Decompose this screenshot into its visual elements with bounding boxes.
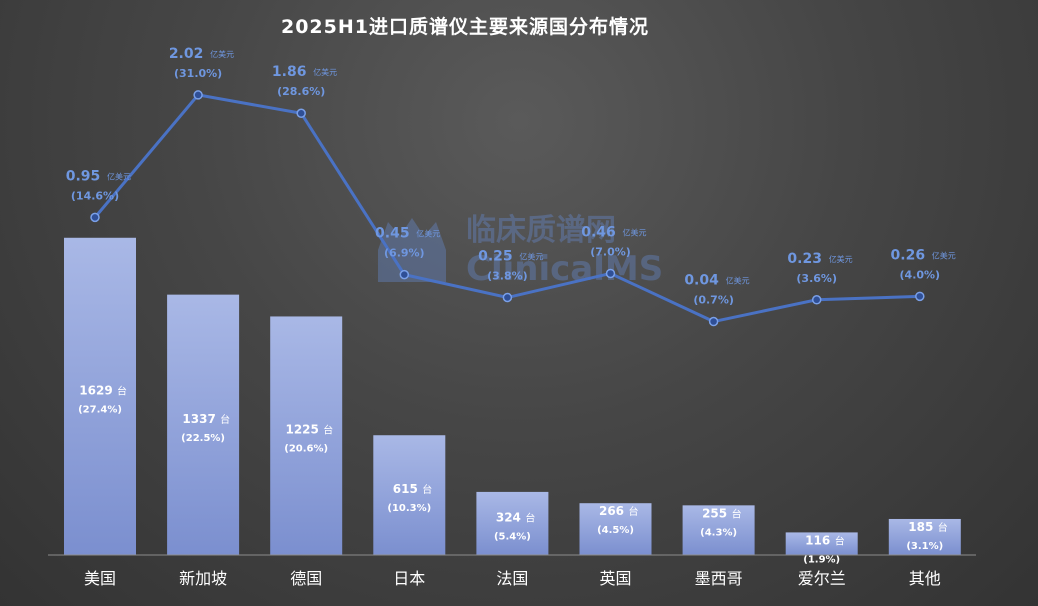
line-percent-label-1: (31.0%) — [174, 67, 222, 80]
x-tick-label-2: 德国 — [290, 569, 322, 588]
bar-unit-label-8: 台 — [938, 521, 948, 534]
line-percent-label-6: (0.7%) — [693, 294, 734, 307]
bar-value-label-1: 1337 — [182, 412, 215, 426]
bar-value-label-4: 324 — [496, 510, 521, 524]
line-point-3 — [399, 269, 410, 280]
bar-5 — [579, 503, 652, 555]
bar-value-label-5: 266 — [599, 504, 624, 518]
line-value-label-6: 0.04 — [684, 273, 719, 289]
bars-layer: 1629 台 (27.4%) 1337 台 (22.5%) 1225 台 (20.6%) 615 台… — [64, 237, 961, 565]
x-tick-labels: 美国 新加坡 德国 日本 法国 英国 墨西哥 爱尔兰 其他 — [84, 569, 941, 588]
line-unit-label-2: 亿美元 — [313, 67, 337, 77]
line-percent-label-8: (4.0%) — [900, 268, 941, 281]
line-value-label-2: 1.86 — [272, 64, 307, 80]
line-unit-label-3: 亿美元 — [416, 229, 440, 239]
bar-unit-label-7: 台 — [835, 534, 845, 547]
bar-1 — [167, 294, 240, 555]
line-value-label-1: 2.02 — [169, 46, 204, 62]
line-unit-label-7: 亿美元 — [829, 254, 853, 264]
bar-unit-label-2: 台 — [323, 424, 333, 437]
x-tick-label-0: 美国 — [84, 569, 116, 588]
x-tick-label-8: 其他 — [909, 569, 941, 588]
line-value-label-3: 0.45 — [375, 226, 410, 242]
bar-8 — [888, 518, 961, 555]
bar-percent-label-7: (1.9%) — [803, 554, 840, 565]
line-value-label-0: 0.95 — [66, 168, 101, 184]
line-unit-label-4: 亿美元 — [519, 252, 543, 262]
bar-percent-label-1: (22.5%) — [181, 433, 225, 444]
x-tick-label-6: 墨西哥 — [695, 569, 743, 588]
bar-unit-label-6: 台 — [732, 507, 742, 520]
bar-unit-label-1: 台 — [220, 413, 230, 426]
x-tick-label-5: 英国 — [599, 569, 631, 588]
line-point-0 — [90, 212, 100, 223]
line-point-2 — [296, 108, 306, 118]
line-percent-label-4: (3.8%) — [487, 270, 528, 283]
bar-0 — [64, 237, 136, 555]
bar-value-label-2: 1225 — [285, 423, 318, 437]
line-percent-label-0: (14.6%) — [71, 189, 119, 202]
bar-percent-label-8: (3.1%) — [906, 541, 943, 552]
bar-4 — [476, 491, 549, 555]
line-point-1 — [193, 90, 203, 100]
bar-unit-label-4: 台 — [525, 511, 535, 524]
bar-percent-label-4: (5.4%) — [494, 531, 531, 542]
bar-2 — [270, 316, 343, 555]
x-tick-label-7: 爱尔兰 — [798, 569, 846, 588]
line-value-label-7: 0.23 — [787, 251, 822, 267]
bar-3 — [373, 435, 446, 555]
line-layer: 0.95 亿美元 (14.6%) 2.02 亿美元 (31.0%) 1.86 亿美元 (28.6… — [66, 46, 956, 327]
bar-unit-label-0: 台 — [117, 384, 127, 397]
line-point-8 — [915, 291, 925, 302]
bar-value-label-8: 185 — [908, 520, 933, 534]
line-unit-label-0: 亿美元 — [107, 171, 131, 181]
bar-value-label-7: 116 — [805, 533, 830, 547]
bar-value-label-6: 255 — [702, 506, 727, 520]
x-tick-label-3: 日本 — [393, 569, 425, 588]
bar-percent-label-2: (20.6%) — [284, 444, 328, 455]
bar-percent-label-3: (10.3%) — [387, 503, 431, 514]
bar-6 — [682, 505, 755, 555]
line-point-4 — [502, 292, 513, 303]
chart-title: 2025H1进口质谱仪主要来源国分布情况 — [280, 16, 649, 38]
x-tick-label-4: 法国 — [496, 569, 528, 588]
line-percent-label-7: (3.6%) — [796, 272, 837, 285]
bar-7 — [785, 532, 858, 555]
bar-value-label-3: 615 — [393, 482, 418, 496]
line-point-7 — [811, 295, 822, 305]
x-tick-label-1: 新加坡 — [179, 569, 227, 588]
watermark-cn: 临床质谱网 — [466, 213, 616, 248]
line-percent-label-3: (6.9%) — [384, 247, 425, 260]
bar-value-label-0: 1629 — [79, 383, 112, 397]
line-point-6 — [708, 316, 719, 327]
line-value-label-4: 0.25 — [478, 249, 513, 265]
line-value-label-8: 0.26 — [891, 247, 926, 263]
line-percent-label-2: (28.6%) — [277, 85, 325, 98]
bar-unit-label-5: 台 — [629, 505, 639, 518]
bar-percent-label-6: (4.3%) — [700, 527, 737, 538]
line-point-5 — [605, 268, 616, 279]
bar-percent-label-0: (27.4%) — [78, 404, 122, 415]
line-unit-label-8: 亿美元 — [932, 250, 956, 260]
watermark-logo-icon — [378, 218, 446, 282]
line-unit-label-5: 亿美元 — [623, 227, 647, 237]
bar-percent-label-5: (4.5%) — [597, 525, 634, 536]
line-unit-label-6: 亿美元 — [726, 276, 750, 286]
bar-unit-label-3: 台 — [422, 483, 432, 496]
line-value-label-5: 0.46 — [581, 224, 616, 240]
line-percent-label-5: (7.0%) — [590, 245, 631, 258]
line-unit-label-1: 亿美元 — [210, 49, 234, 59]
